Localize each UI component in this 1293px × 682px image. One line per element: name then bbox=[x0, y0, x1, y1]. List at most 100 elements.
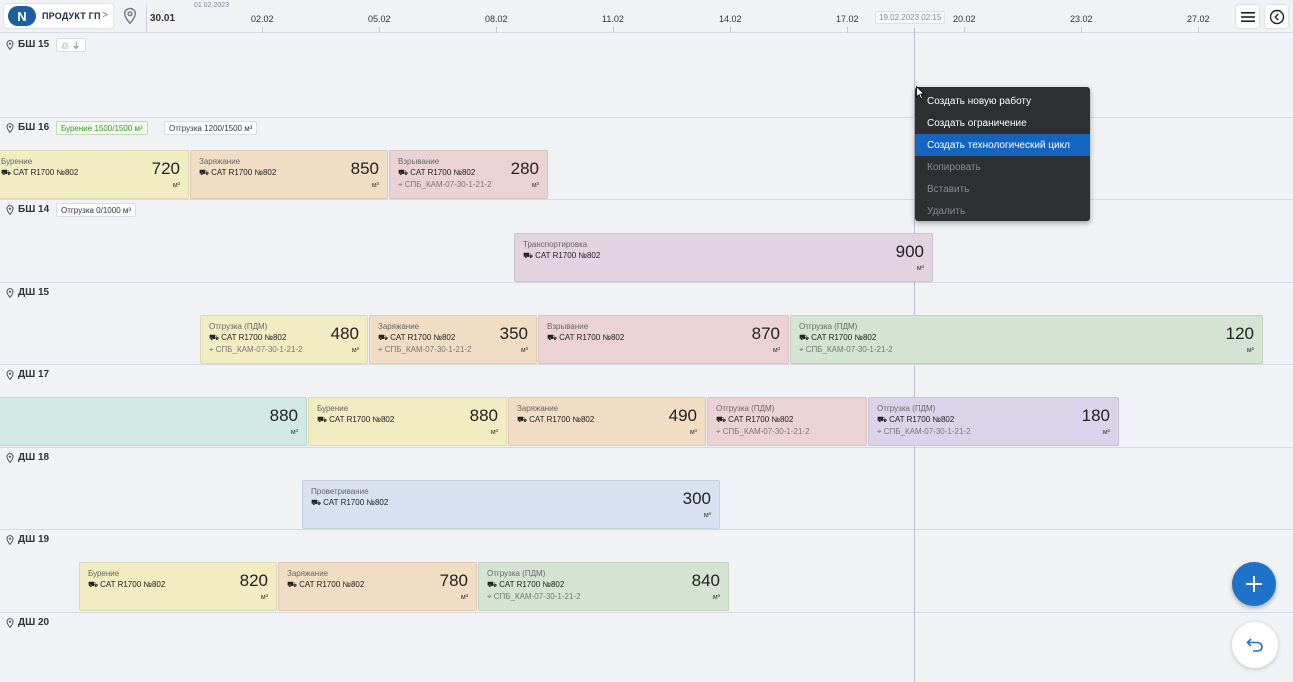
task-location: ⌖ СПБ_КАМ-07-30-1-21-2 bbox=[487, 592, 581, 601]
task-machine: ⛟ CAT R1700 №802 bbox=[378, 333, 456, 342]
task-block[interactable]: Бурение ⛟ CAT R1700 №802 820 м³ bbox=[79, 562, 277, 611]
task-block[interactable]: Транспортировка ⛟ CAT R1700 №802 900 м³ bbox=[514, 233, 933, 282]
task-value: 780 bbox=[439, 571, 468, 590]
task-value: 350 bbox=[499, 324, 528, 343]
row-label-dsh18[interactable]: ДШ 18 bbox=[5, 452, 49, 463]
day-label: 08.02 bbox=[485, 14, 508, 24]
task-machine: ⛟ CAT R1700 №802 bbox=[716, 415, 794, 424]
task-block[interactable]: Заряжание ⛟ CAT R1700 №802 ⌖ СПБ_КАМ-07-3… bbox=[369, 315, 537, 364]
task-name: Отгрузка (ПДМ) bbox=[716, 404, 775, 413]
task-location: ⌖ СПБ_КАМ-07-30-1-21-2 bbox=[877, 427, 971, 436]
task-block[interactable]: Бурение ⛟ CAT R1700 №802 880 м³ bbox=[308, 397, 507, 446]
undo-button[interactable] bbox=[1232, 622, 1278, 668]
row-divider bbox=[0, 199, 1293, 200]
day-label: 11.02 bbox=[602, 14, 624, 24]
task-machine: ⛟ CAT R1700 №802 bbox=[517, 415, 595, 424]
task-block[interactable]: Отгрузка (ПДМ) ⛟ CAT R1700 №802 ⌖ СПБ_КАМ… bbox=[478, 562, 729, 611]
location-pin-icon bbox=[6, 122, 14, 133]
excavator-icon: ⛟ bbox=[209, 333, 220, 342]
row-label-text: ДШ 19 bbox=[18, 534, 50, 545]
task-location: ⌖ СПБ_КАМ-07-30-1-21-2 bbox=[378, 345, 472, 354]
task-value: 900 bbox=[895, 242, 924, 261]
row-label-dsh17[interactable]: ДШ 17 bbox=[5, 369, 49, 380]
task-block[interactable]: Заряжание ⛟ CAT R1700 №802 850 м³ bbox=[190, 150, 388, 199]
excavator-icon: ⛟ bbox=[547, 333, 558, 342]
task-block[interactable]: Заряжание ⛟ CAT R1700 №802 780 м³ bbox=[278, 562, 477, 611]
task-block[interactable]: Отгрузка (ПДМ) ⛟ CAT R1700 №802 ⌖ СПБ_КАМ… bbox=[868, 397, 1119, 446]
task-block[interactable]: Проветривание ⛟ CAT R1700 №802 300 м³ bbox=[302, 480, 720, 529]
row-divider bbox=[0, 282, 1293, 283]
day-tick bbox=[379, 27, 380, 33]
task-block[interactable]: Отгрузка (ПДМ) ⛟ CAT R1700 №802 ⌖ СПБ_КАМ… bbox=[200, 315, 368, 364]
task-name: Транспортировка bbox=[523, 240, 588, 249]
location-icon: ⌖ bbox=[877, 427, 884, 436]
task-block[interactable]: Отгрузка (ПДМ) ⛟ CAT R1700 №802 ⌖ СПБ_КАМ… bbox=[707, 397, 867, 446]
task-block[interactable]: Отгрузка (ПДМ) ⛟ CAT R1700 №802 ⌖ СПБ_КАМ… bbox=[790, 315, 1263, 364]
row-label-text: БШ 15 bbox=[18, 39, 50, 50]
location-pin-icon[interactable] bbox=[121, 7, 139, 25]
task-block[interactable]: Заряжание ⛟ CAT R1700 №802 490 м³ bbox=[508, 397, 706, 446]
row-label-bsh15[interactable]: БШ 15 bbox=[5, 39, 49, 50]
row-label-text: БШ 14 bbox=[18, 204, 50, 215]
task-value: 720 bbox=[151, 159, 180, 178]
menu-button[interactable] bbox=[1236, 5, 1259, 28]
task-block[interactable]: Взрывание ⛟ CAT R1700 №802 870 м³ bbox=[538, 315, 789, 364]
row-divider bbox=[0, 364, 1293, 365]
day-tick bbox=[847, 27, 848, 33]
task-machine: ⛟ CAT R1700 №802 bbox=[523, 251, 601, 260]
logo-icon: N bbox=[8, 6, 36, 26]
task-name: Заряжание bbox=[517, 404, 559, 413]
task-block[interactable]: Взрывание ⛟ CAT R1700 №802 ⌖ СПБ_КАМ-07-3… bbox=[389, 150, 548, 199]
excavator-icon: ⛟ bbox=[716, 415, 727, 424]
row-divider bbox=[0, 447, 1293, 448]
task-name: Взрывание bbox=[398, 157, 440, 166]
task-name: Проветривание bbox=[311, 487, 369, 496]
menu-item-create-restriction[interactable]: Создать ограничение bbox=[927, 117, 1027, 129]
row-label-dsh15[interactable]: ДШ 15 bbox=[5, 287, 49, 298]
task-name: Отгрузка (ПДМ) bbox=[799, 322, 858, 331]
day-label: 27.02 bbox=[1187, 14, 1210, 24]
row-label-dsh19[interactable]: ДШ 19 bbox=[5, 534, 49, 545]
day-label: 30.01 bbox=[150, 13, 176, 24]
excavator-icon: ⛟ bbox=[799, 333, 810, 342]
app-logo-button[interactable]: N ПРОДУКТ ГП > bbox=[4, 4, 113, 28]
row-divider bbox=[0, 117, 1293, 118]
task-machine: ⛟ CAT R1700 №802 bbox=[398, 168, 476, 177]
task-block[interactable]: 880 м³ bbox=[0, 397, 307, 446]
menu-item-paste[interactable]: Вставить bbox=[927, 183, 970, 195]
location-pin-icon bbox=[6, 617, 14, 628]
task-name: Заряжание bbox=[287, 569, 329, 578]
excavator-icon: ⛟ bbox=[287, 580, 298, 589]
task-location: ⌖ СПБ_КАМ-07-30-1-21-2 bbox=[398, 180, 492, 189]
day-label: 14.02 bbox=[719, 14, 742, 24]
task-name: Отгрузка (ПДМ) bbox=[877, 404, 936, 413]
day-label: 23.02 bbox=[1070, 14, 1093, 24]
row-label-bsh16[interactable]: БШ 16 bbox=[5, 122, 49, 133]
task-value: 820 bbox=[239, 571, 268, 590]
menu-item-delete[interactable]: Удалить bbox=[927, 205, 966, 217]
task-value: 120 bbox=[1225, 324, 1254, 343]
progress-badge: Отгрузка 0/1000 м³ bbox=[56, 203, 137, 217]
row-label-bsh14[interactable]: БШ 14 bbox=[5, 204, 49, 215]
task-machine: ⛟ CAT R1700 №802 bbox=[877, 415, 955, 424]
task-value: 880 bbox=[269, 406, 298, 425]
plus-icon bbox=[1246, 576, 1262, 592]
day-tick bbox=[496, 27, 497, 33]
location-pin-icon bbox=[6, 204, 14, 215]
menu-item-create-work[interactable]: Создать новую работу bbox=[927, 95, 1032, 107]
menu-item-copy[interactable]: Копировать bbox=[927, 161, 981, 173]
day-label: 20.02 bbox=[953, 14, 976, 24]
menu-item-create-cycle[interactable]: Создать технологический цикл bbox=[915, 134, 1090, 156]
task-unit: м³ bbox=[1246, 347, 1254, 354]
task-unit: м³ bbox=[772, 347, 780, 354]
collapse-button[interactable] bbox=[1265, 5, 1288, 28]
task-name: Отгрузка (ПДМ) bbox=[487, 569, 546, 578]
location-icon: ⌖ bbox=[398, 180, 405, 189]
excavator-icon: ⛟ bbox=[523, 251, 534, 260]
row-label-dsh20[interactable]: ДШ 20 bbox=[5, 617, 49, 628]
task-block[interactable]: Бурение ⛟ CAT R1700 №802 720 м³ bbox=[0, 150, 189, 199]
day-label: 17.02 bbox=[836, 14, 859, 24]
location-pin-icon bbox=[6, 534, 14, 545]
chevron-left-circle-icon bbox=[1269, 9, 1284, 24]
add-button[interactable] bbox=[1232, 562, 1276, 606]
